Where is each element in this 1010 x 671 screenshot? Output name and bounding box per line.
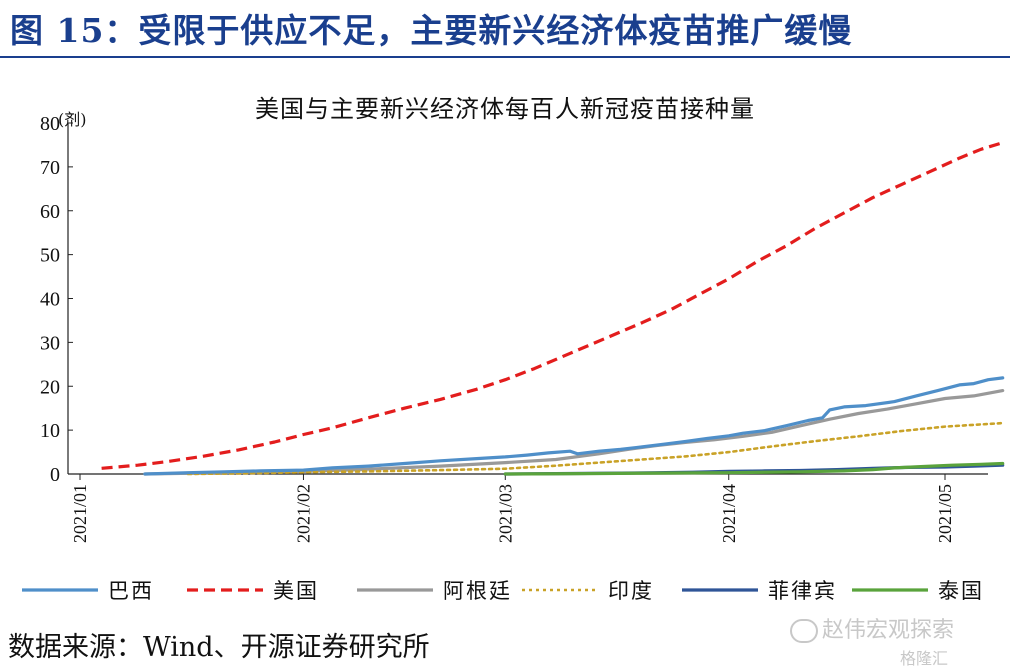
series-line-3: [186, 421, 1004, 476]
legend-swatch: [522, 588, 598, 592]
y-tick-label: 0: [50, 464, 60, 486]
x-tick-label: 2021/04: [719, 484, 739, 543]
x-tick-label: 2021/03: [495, 484, 515, 543]
x-tick-label: 2021/01: [70, 484, 90, 543]
source-note: 数据来源：Wind、开源证券研究所: [8, 632, 430, 663]
legend-swatch: [682, 588, 758, 592]
legend-label: 巴西: [108, 579, 154, 603]
chart-series: [101, 141, 1005, 476]
watermark-secondary: 格隆汇: [900, 649, 949, 668]
series-line-5: [503, 461, 1005, 476]
y-tick-label: 20: [40, 376, 60, 398]
watermark-text: 赵伟宏观探索: [822, 618, 955, 643]
legend-item-1: 美国: [185, 575, 319, 605]
legend-item-3: 印度: [520, 575, 654, 605]
legend-swatch: [187, 588, 263, 592]
legend-item-0: 巴西: [20, 575, 154, 605]
chart-legend: 巴西 美国 阿根廷 印度 菲律宾 泰国: [0, 575, 1010, 605]
chart-title: 美国与主要新兴经济体每百人新冠疫苗接种量: [255, 95, 755, 123]
x-tick-label: 2021/02: [293, 484, 313, 543]
legend-item-4: 菲律宾: [680, 575, 837, 605]
y-axis-unit: (剂): [58, 110, 87, 129]
chart-axes: 0 10 20 30 40 50 60 70 80 2021/01 2021/02 2021/03 20…: [40, 113, 988, 543]
legend-item-5: 泰国: [850, 575, 984, 605]
legend-label: 阿根廷: [443, 579, 512, 603]
y-tick-label: 70: [40, 157, 60, 179]
legend-item-2: 阿根廷: [355, 575, 512, 605]
legend-swatch: [22, 588, 98, 592]
watermark: 赵伟宏观探索: [790, 612, 954, 644]
wechat-icon: [790, 619, 818, 643]
y-tick-label: 50: [40, 245, 60, 267]
legend-label: 泰国: [938, 579, 984, 603]
legend-label: 印度: [608, 579, 654, 603]
series-line-1: [101, 141, 1004, 470]
y-tick-label: 60: [40, 201, 60, 223]
legend-swatch: [357, 588, 433, 592]
legend-swatch: [852, 588, 928, 592]
line-chart: 0 10 20 30 40 50 60 70 80 2021/01 2021/02 2021/03 20…: [40, 113, 1005, 543]
y-tick-label: 30: [40, 332, 60, 354]
title-rule: [0, 56, 1010, 58]
y-tick-label: 40: [40, 289, 60, 311]
legend-label: 美国: [273, 579, 319, 603]
figure-title: 图 15：受限于供应不足，主要新兴经济体疫苗推广缓慢: [10, 11, 853, 50]
y-tick-label: 10: [40, 420, 60, 442]
series-line-0: [143, 376, 1005, 476]
x-tick-label: 2021/05: [935, 484, 955, 543]
y-tick-label: 80: [40, 113, 60, 135]
legend-label: 菲律宾: [768, 579, 837, 603]
